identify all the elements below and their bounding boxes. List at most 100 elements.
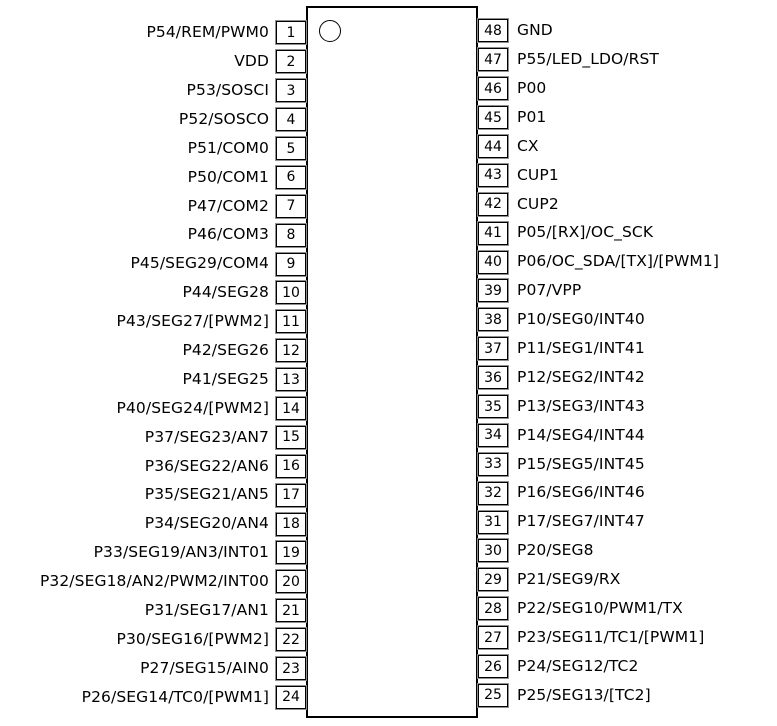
pin-number-box: 33 [477, 451, 509, 477]
pin-number-box: 31 [477, 509, 509, 535]
pin-number-box: 9 [275, 251, 307, 277]
pin-row: 25 P25/SEG13/[TC2] [477, 681, 777, 710]
pin-number: 2 [286, 53, 296, 70]
pin-number-box: 13 [275, 367, 307, 393]
pin-label: P45/SEG29/COM4 [130, 254, 269, 273]
pin-number: 16 [282, 458, 300, 475]
pin-number: 22 [282, 631, 300, 648]
pin-label: P30/SEG16/[PWM2] [116, 629, 269, 648]
pin-number-box: 3 [275, 78, 307, 104]
pin-number-box: 20 [275, 569, 307, 595]
pin-row: P31/SEG17/AN1 21 [0, 596, 307, 625]
pin-number: 37 [484, 340, 502, 357]
pin-number: 43 [484, 167, 502, 184]
pin-label: GND [517, 21, 553, 40]
pin-number-box: 10 [275, 280, 307, 306]
pin-number: 1 [286, 24, 296, 41]
pin-number: 11 [282, 313, 300, 330]
pin-label: P22/SEG10/PWM1/TX [517, 599, 683, 617]
pin-number: 12 [282, 342, 300, 359]
pin-number-box: 8 [275, 222, 307, 248]
pin-row: 46 P00 [477, 74, 777, 103]
pin-number-box: 14 [275, 396, 307, 422]
pin-label: P26/SEG14/TC0/[PWM1] [81, 687, 269, 706]
pin-number: 33 [484, 456, 502, 473]
pin-label: P44/SEG28 [182, 283, 269, 302]
pin-number: 35 [484, 398, 502, 415]
pin-label: CUP2 [517, 194, 559, 213]
pin-row: P51/COM0 5 [0, 134, 307, 163]
pin-number: 21 [282, 602, 300, 619]
pin-row: 42 CUP2 [477, 190, 777, 219]
pin-number-box: 22 [275, 627, 307, 653]
pin-label: CX [517, 136, 539, 155]
pin-number: 46 [484, 80, 502, 97]
pin-number: 38 [484, 311, 502, 328]
pin-label: P50/COM1 [187, 167, 269, 186]
pin-number-box: 48 [477, 18, 509, 44]
pin-number: 15 [282, 429, 300, 446]
pin-number-box: 42 [477, 191, 509, 217]
pin-row: 32 P16/SEG6/INT46 [477, 479, 777, 508]
pin-label: P05/[RX]/OC_SCK [517, 223, 654, 242]
pin-row: P32/SEG18/AN2/PWM2/INT00 20 [0, 567, 307, 596]
pin-label: P32/SEG18/AN2/PWM2/INT00 [39, 572, 269, 591]
pin-number-box: 29 [477, 567, 509, 593]
pin-number-box: 15 [275, 424, 307, 450]
pin-number-box: 46 [477, 76, 509, 102]
pin-label: P10/SEG0/INT40 [517, 310, 645, 329]
pin-row: VDD 2 [0, 47, 307, 76]
pin-label: P11/SEG1/INT41 [517, 338, 645, 357]
pin-number-box: 39 [477, 278, 509, 304]
pin-number-box: 25 [477, 682, 509, 708]
pin-number: 3 [286, 82, 296, 99]
pin-number: 41 [484, 225, 502, 242]
pin-label: P41/SEG25 [182, 369, 269, 388]
pin-number: 19 [282, 544, 300, 561]
pin-number-box: 5 [275, 136, 307, 161]
pin-number-box: 23 [275, 656, 307, 682]
pin-row: 28 P22/SEG10/PWM1/TX [477, 594, 777, 623]
pin-number-box: 34 [477, 422, 509, 448]
pin-row: 30 P20/SEG8 [477, 537, 777, 566]
pin-number: 48 [484, 22, 502, 39]
pin-number-box: 17 [275, 482, 307, 508]
pin-row: 45 P01 [477, 103, 777, 132]
pin-number: 42 [484, 196, 502, 213]
pin-number: 44 [484, 138, 502, 155]
pin-number: 14 [282, 400, 300, 417]
pin-row: 47 P55/LED_LDO/RST [477, 45, 777, 74]
right-pin-column: 48 GND 47 P55/LED_LDO/RST 46 P00 45 P01 44 CX… [477, 17, 777, 710]
pin-number: 5 [286, 140, 296, 157]
pin-number-box: 4 [275, 107, 307, 133]
pin-number-box: 44 [477, 134, 509, 159]
pin-number-box: 18 [275, 511, 307, 537]
pin-number-box: 38 [477, 307, 509, 333]
pin-label: P36/SEG22/AN6 [144, 456, 269, 475]
pin-label: P54/REM/PWM0 [146, 23, 269, 42]
pin-number-box: 6 [275, 164, 307, 190]
pin-number: 17 [282, 487, 300, 504]
pin-row: 35 P13/SEG3/INT43 [477, 392, 777, 421]
pin-number-box: 11 [275, 309, 307, 335]
pin-number: 18 [282, 516, 300, 533]
pin-number: 36 [484, 369, 502, 386]
pin-number: 8 [286, 227, 296, 244]
left-pin-column: P54/REM/PWM0 1 VDD 2 P53/SOSCI 3 P52/SOSCO 4… [0, 19, 307, 712]
pin-number: 24 [282, 689, 300, 706]
pin-label: P00 [517, 78, 547, 97]
pin-label: P06/OC_SDA/[TX]/[PWM1] [517, 252, 719, 271]
pin-row: P47/COM2 7 [0, 192, 307, 221]
pin-number-box: 35 [477, 394, 509, 420]
pin-row: P45/SEG29/COM4 9 [0, 250, 307, 279]
pin-label: P33/SEG19/AN3/INT01 [93, 543, 269, 562]
pin-number: 4 [286, 111, 296, 128]
pin-label: P07/VPP [517, 281, 582, 300]
pin-row: P34/SEG20/AN4 18 [0, 510, 307, 539]
pin-label: P17/SEG7/INT47 [517, 512, 645, 531]
pin-number-box: 26 [477, 654, 509, 680]
pin-row: 48 GND [477, 17, 777, 46]
pin-label: P46/COM3 [187, 225, 269, 244]
pin-label: P12/SEG2/INT42 [517, 367, 645, 386]
pin-label: P51/COM0 [187, 138, 269, 157]
